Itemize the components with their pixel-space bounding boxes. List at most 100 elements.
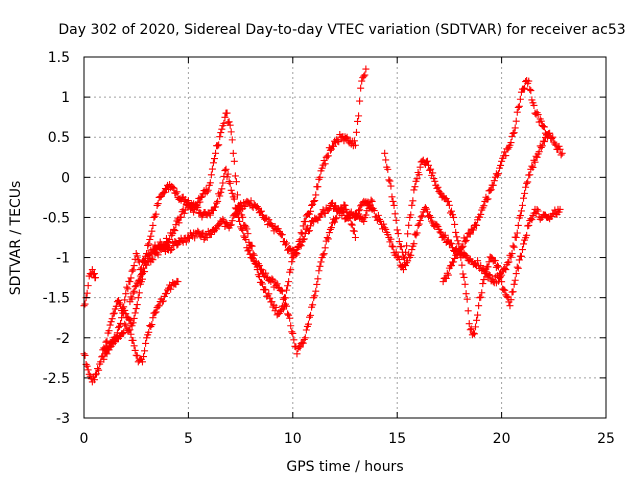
data-point <box>143 334 151 342</box>
data-point <box>281 241 289 249</box>
data-point <box>242 236 250 244</box>
data-point <box>213 199 221 207</box>
data-point <box>514 103 522 111</box>
data-point <box>411 183 419 191</box>
data-point <box>172 189 180 197</box>
data-point <box>498 271 506 279</box>
data-point <box>121 296 129 304</box>
data-point <box>309 200 317 208</box>
data-point <box>307 311 315 319</box>
x-axis-label: GPS time / hours <box>286 459 403 475</box>
data-point <box>514 221 522 229</box>
data-point <box>462 252 470 260</box>
data-point <box>397 243 405 251</box>
data-point <box>394 252 402 260</box>
data-point <box>158 298 166 306</box>
data-point <box>162 234 170 242</box>
data-point <box>175 219 183 227</box>
data-point <box>480 276 488 284</box>
data-point <box>510 129 518 137</box>
data-point <box>502 152 510 160</box>
data-point <box>228 217 236 225</box>
data-point <box>437 229 445 237</box>
data-point <box>484 195 492 203</box>
data-point <box>238 225 246 233</box>
x-tick-label: 10 <box>284 431 302 447</box>
data-point <box>127 330 135 338</box>
data-point <box>428 217 436 225</box>
data-point <box>129 266 137 274</box>
data-point <box>155 302 163 310</box>
data-point <box>351 234 359 241</box>
data-point <box>485 271 493 279</box>
series-track-f <box>351 156 564 339</box>
data-point <box>335 138 343 146</box>
data-point <box>392 216 400 224</box>
data-point <box>511 124 519 132</box>
data-point <box>214 197 222 205</box>
data-point <box>395 256 403 264</box>
data-point <box>494 170 502 178</box>
data-point <box>130 262 138 270</box>
data-point <box>474 311 482 319</box>
y-tick-label: 0 <box>61 170 70 186</box>
data-point <box>307 222 315 230</box>
data-point <box>386 177 394 185</box>
data-point <box>93 370 101 378</box>
data-point <box>128 295 136 303</box>
data-point <box>268 275 276 283</box>
data-point <box>387 182 395 190</box>
data-point <box>198 193 206 201</box>
data-point <box>135 289 143 297</box>
data-point <box>126 326 134 334</box>
data-point <box>286 244 294 252</box>
data-point <box>221 167 229 175</box>
data-point <box>130 342 138 350</box>
data-point <box>501 265 509 273</box>
data-point <box>517 252 525 260</box>
data-point <box>151 309 159 317</box>
data-point <box>302 326 310 334</box>
data-point <box>293 350 301 358</box>
data-point <box>518 246 526 254</box>
data-point <box>483 196 491 204</box>
data-point <box>447 240 455 248</box>
data-point <box>297 229 305 237</box>
data-point <box>327 200 335 208</box>
x-tick-label: 25 <box>597 431 615 447</box>
y-tick-label: -2.5 <box>43 371 70 387</box>
data-point <box>388 193 396 201</box>
data-point <box>497 161 505 169</box>
data-point <box>145 328 153 336</box>
data-point <box>223 220 231 228</box>
data-point <box>493 171 501 179</box>
data-point <box>165 238 173 246</box>
data-point <box>225 118 233 126</box>
data-point <box>220 119 228 127</box>
data-point <box>230 157 238 165</box>
data-point <box>120 329 128 337</box>
x-tick-label: 20 <box>493 431 511 447</box>
data-point <box>490 177 498 185</box>
y-tick-label: 1 <box>61 90 70 106</box>
data-point <box>181 206 189 214</box>
series-track-h <box>439 76 552 286</box>
data-point <box>556 205 564 213</box>
data-point <box>154 200 162 208</box>
data-point <box>296 343 304 351</box>
data-point <box>293 250 301 258</box>
data-point <box>463 295 471 303</box>
data-point <box>216 133 224 141</box>
data-point <box>265 290 273 298</box>
x-tick-label: 15 <box>388 431 406 447</box>
data-point <box>534 207 542 215</box>
data-point <box>226 221 234 229</box>
data-point <box>350 227 358 235</box>
data-point <box>417 213 425 221</box>
data-point <box>348 221 356 229</box>
data-point <box>423 208 431 216</box>
data-point <box>247 242 255 250</box>
data-point <box>356 206 364 214</box>
data-point <box>133 252 141 260</box>
data-point <box>465 320 473 328</box>
